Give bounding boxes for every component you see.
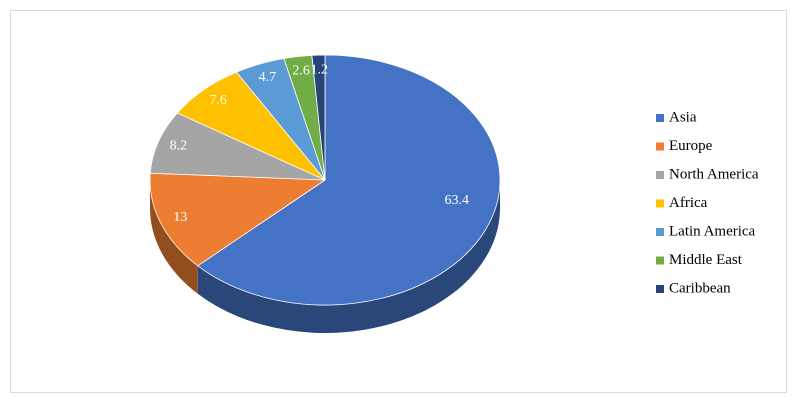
legend-label: Africa (669, 195, 708, 211)
legend-label: Caribbean (669, 280, 731, 296)
legend-swatch (656, 285, 664, 293)
pie-slice (311, 54, 326, 181)
legend-swatch (656, 114, 664, 122)
pie-slice (149, 112, 326, 181)
pie: 63.4 13 8.2 7.6 4.7 2.6 1.2 (149, 54, 501, 334)
pie-slice-side (150, 180, 198, 294)
data-label: 8.2 (170, 139, 188, 154)
legend-swatch (656, 142, 664, 151)
data-label: 63.4 (445, 193, 470, 208)
pie-slice-side (197, 180, 500, 334)
data-label: 4.7 (259, 70, 277, 85)
legend-swatch (656, 228, 664, 236)
pie-slice (149, 172, 327, 267)
legend-label: Asia (669, 109, 697, 125)
data-label: 13 (173, 210, 187, 225)
legend-swatch (656, 256, 664, 265)
data-label: 2.6 (292, 64, 310, 79)
legend-swatch (656, 199, 664, 208)
legend-swatch (656, 171, 664, 179)
data-label: 7.6 (209, 93, 227, 108)
data-label: 1.2 (310, 62, 328, 77)
legend: Asia Europe North America Africa Latin Ameri… (656, 109, 759, 296)
legend-label: Middle East (669, 252, 743, 268)
legend-label: North America (669, 166, 759, 182)
pie-slice (197, 54, 501, 306)
legend-label: Latin America (669, 223, 756, 239)
legend-label: Europe (669, 138, 713, 154)
